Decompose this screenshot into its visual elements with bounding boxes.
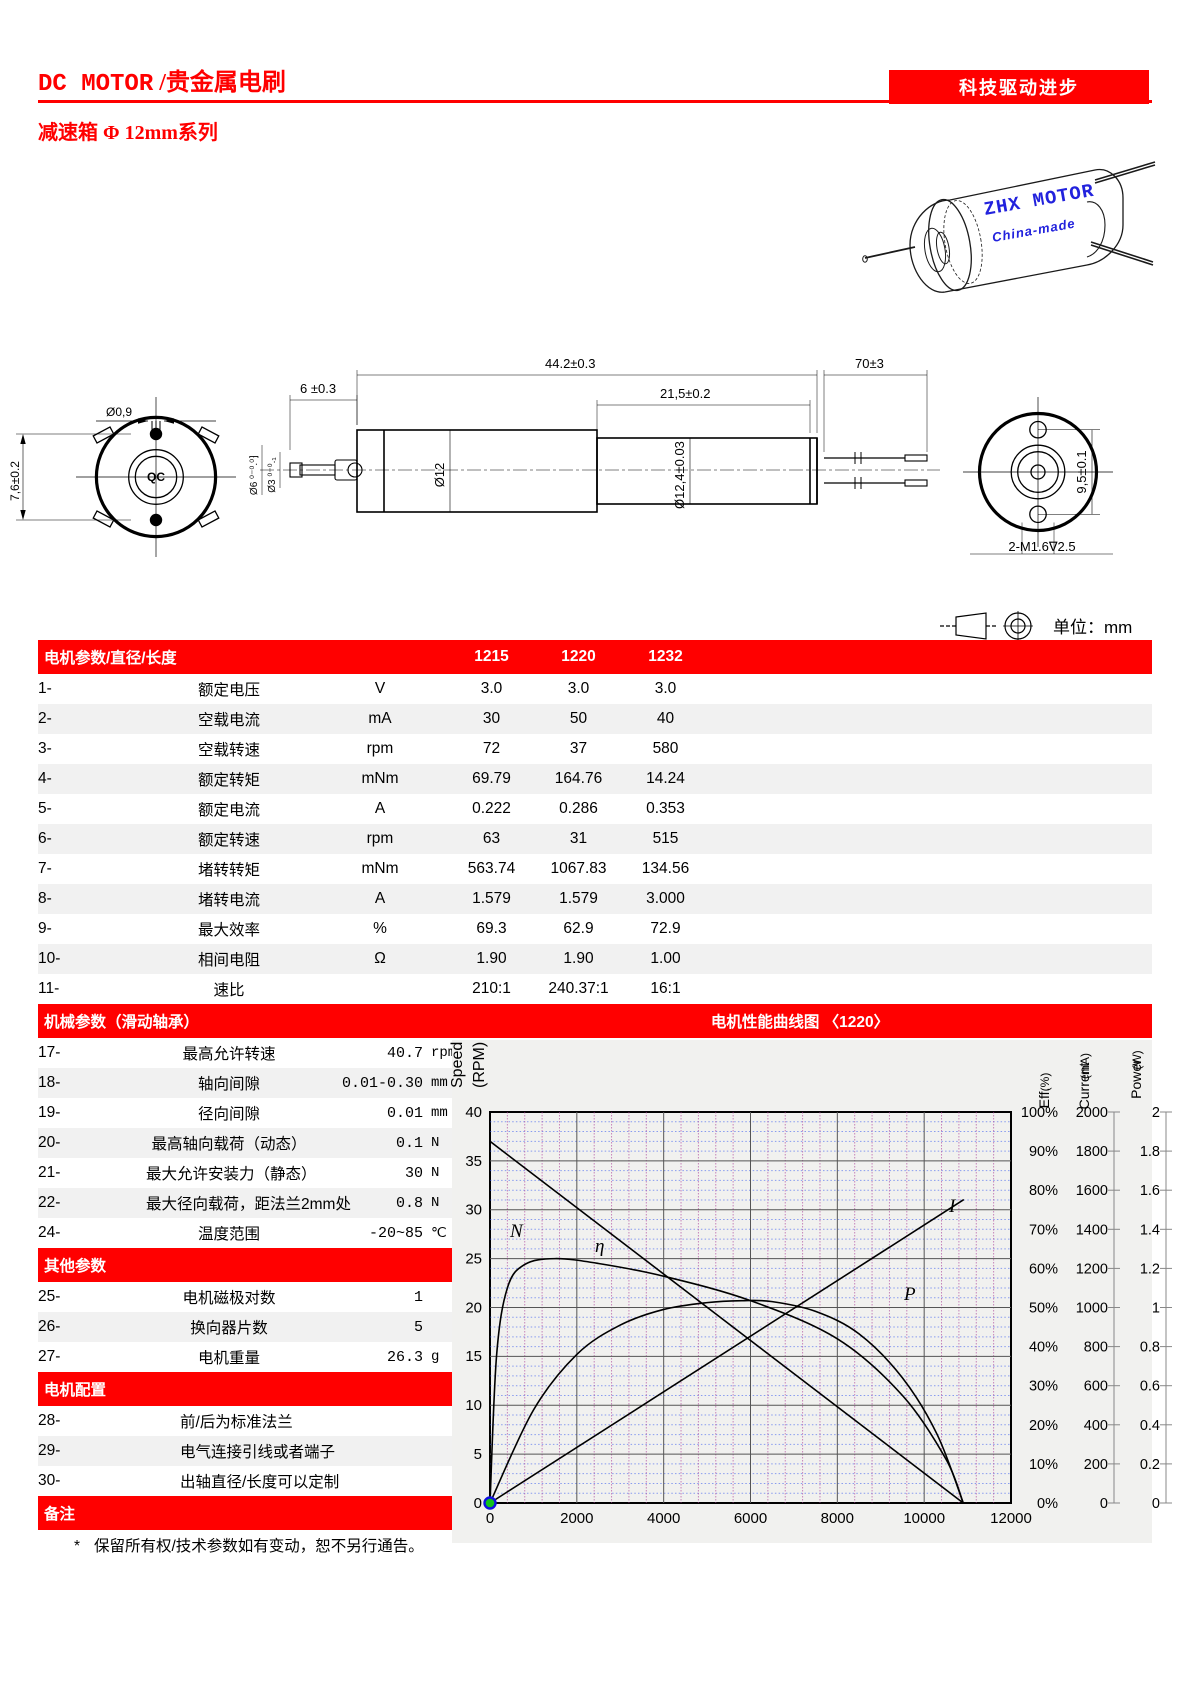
svg-text:200: 200 (1084, 1457, 1108, 1473)
svg-text:2-M1.6∇2.5: 2-M1.6∇2.5 (1008, 539, 1075, 554)
svg-text:40%: 40% (1029, 1340, 1058, 1356)
svg-text:N: N (509, 1221, 524, 1242)
svg-text:Power: Power (1128, 1059, 1144, 1099)
svg-text:4000: 4000 (647, 1510, 680, 1527)
svg-text:20: 20 (465, 1300, 482, 1317)
svg-text:70±3: 70±3 (855, 356, 884, 371)
svg-text:600: 600 (1084, 1379, 1108, 1395)
svg-text:1.6: 1.6 (1140, 1183, 1160, 1199)
svg-text:0.8: 0.8 (1140, 1340, 1160, 1356)
svg-text:Ø12,4±0.03: Ø12,4±0.03 (672, 441, 687, 509)
svg-text:(RPM): (RPM) (471, 1042, 488, 1088)
svg-text:12000: 12000 (990, 1510, 1032, 1527)
svg-text:0.6: 0.6 (1140, 1379, 1160, 1395)
svg-text:2000: 2000 (1076, 1105, 1108, 1121)
svg-text:1.4: 1.4 (1140, 1222, 1160, 1238)
svg-text:50%: 50% (1029, 1301, 1058, 1317)
svg-text:40: 40 (465, 1104, 482, 1121)
svg-text:1.2: 1.2 (1140, 1261, 1160, 1277)
svg-text:30%: 30% (1029, 1379, 1058, 1395)
svg-text:30: 30 (465, 1202, 482, 1219)
svg-text:10%: 10% (1029, 1457, 1058, 1473)
svg-text:0: 0 (1100, 1496, 1108, 1512)
svg-text:0: 0 (474, 1495, 482, 1512)
svg-text:400: 400 (1084, 1418, 1108, 1434)
svg-text:Speed: Speed (449, 1042, 466, 1088)
svg-text:100%: 100% (1021, 1105, 1058, 1121)
svg-text:10: 10 (465, 1397, 482, 1414)
svg-text:5: 5 (474, 1446, 482, 1463)
svg-text:21,5±0.2: 21,5±0.2 (660, 386, 711, 401)
svg-text:η: η (595, 1236, 604, 1257)
svg-text:1000: 1000 (1076, 1301, 1108, 1317)
svg-text:15: 15 (465, 1348, 482, 1365)
svg-text:35: 35 (465, 1153, 482, 1170)
svg-text:Ø0,9: Ø0,9 (106, 405, 132, 419)
svg-text:9,5±0.1: 9,5±0.1 (1074, 450, 1089, 493)
svg-text:44.2±0.3: 44.2±0.3 (545, 356, 596, 371)
svg-text:80%: 80% (1029, 1183, 1058, 1199)
svg-text:0.4: 0.4 (1140, 1418, 1160, 1434)
svg-text:2: 2 (1152, 1105, 1160, 1121)
svg-text:25: 25 (465, 1251, 482, 1268)
svg-text:1200: 1200 (1076, 1261, 1108, 1277)
svg-text:60%: 60% (1029, 1261, 1058, 1277)
svg-text:0: 0 (1152, 1496, 1160, 1512)
svg-text:Ø3 ⁰⁻⁰.₁: Ø3 ⁰⁻⁰.₁ (267, 457, 278, 493)
svg-text:1.8: 1.8 (1140, 1144, 1160, 1160)
svg-text:0: 0 (486, 1510, 494, 1527)
svg-text:Current: Current (1076, 1063, 1092, 1110)
svg-text:ZHX MOTOR: ZHX MOTOR (982, 180, 1096, 221)
svg-text:70%: 70% (1029, 1222, 1058, 1238)
svg-text:Ø12: Ø12 (432, 463, 447, 488)
svg-text:1600: 1600 (1076, 1183, 1108, 1199)
svg-text:6 ±0.3: 6 ±0.3 (300, 381, 336, 396)
svg-text:2000: 2000 (560, 1510, 593, 1527)
svg-text:1800: 1800 (1076, 1144, 1108, 1160)
svg-text:1: 1 (1152, 1301, 1160, 1317)
svg-text:7,6±0.2: 7,6±0.2 (8, 461, 22, 501)
svg-text:0%: 0% (1037, 1496, 1058, 1512)
svg-text:单位：mm: 单位：mm (1053, 618, 1132, 637)
svg-text:China-made: China-made (991, 216, 1077, 245)
svg-text:0.2: 0.2 (1140, 1457, 1160, 1473)
svg-text:Ø6 ⁰⁻⁰.⁰⁆: Ø6 ⁰⁻⁰.⁰⁆ (249, 455, 260, 495)
svg-text:8000: 8000 (821, 1510, 854, 1527)
svg-text:20%: 20% (1029, 1418, 1058, 1434)
svg-text:P: P (903, 1284, 916, 1305)
svg-text:1400: 1400 (1076, 1222, 1108, 1238)
svg-text:10000: 10000 (903, 1510, 945, 1527)
svg-text:90%: 90% (1029, 1144, 1058, 1160)
svg-text:6000: 6000 (734, 1510, 767, 1527)
svg-text:800: 800 (1084, 1340, 1108, 1356)
svg-text:I: I (948, 1196, 957, 1217)
